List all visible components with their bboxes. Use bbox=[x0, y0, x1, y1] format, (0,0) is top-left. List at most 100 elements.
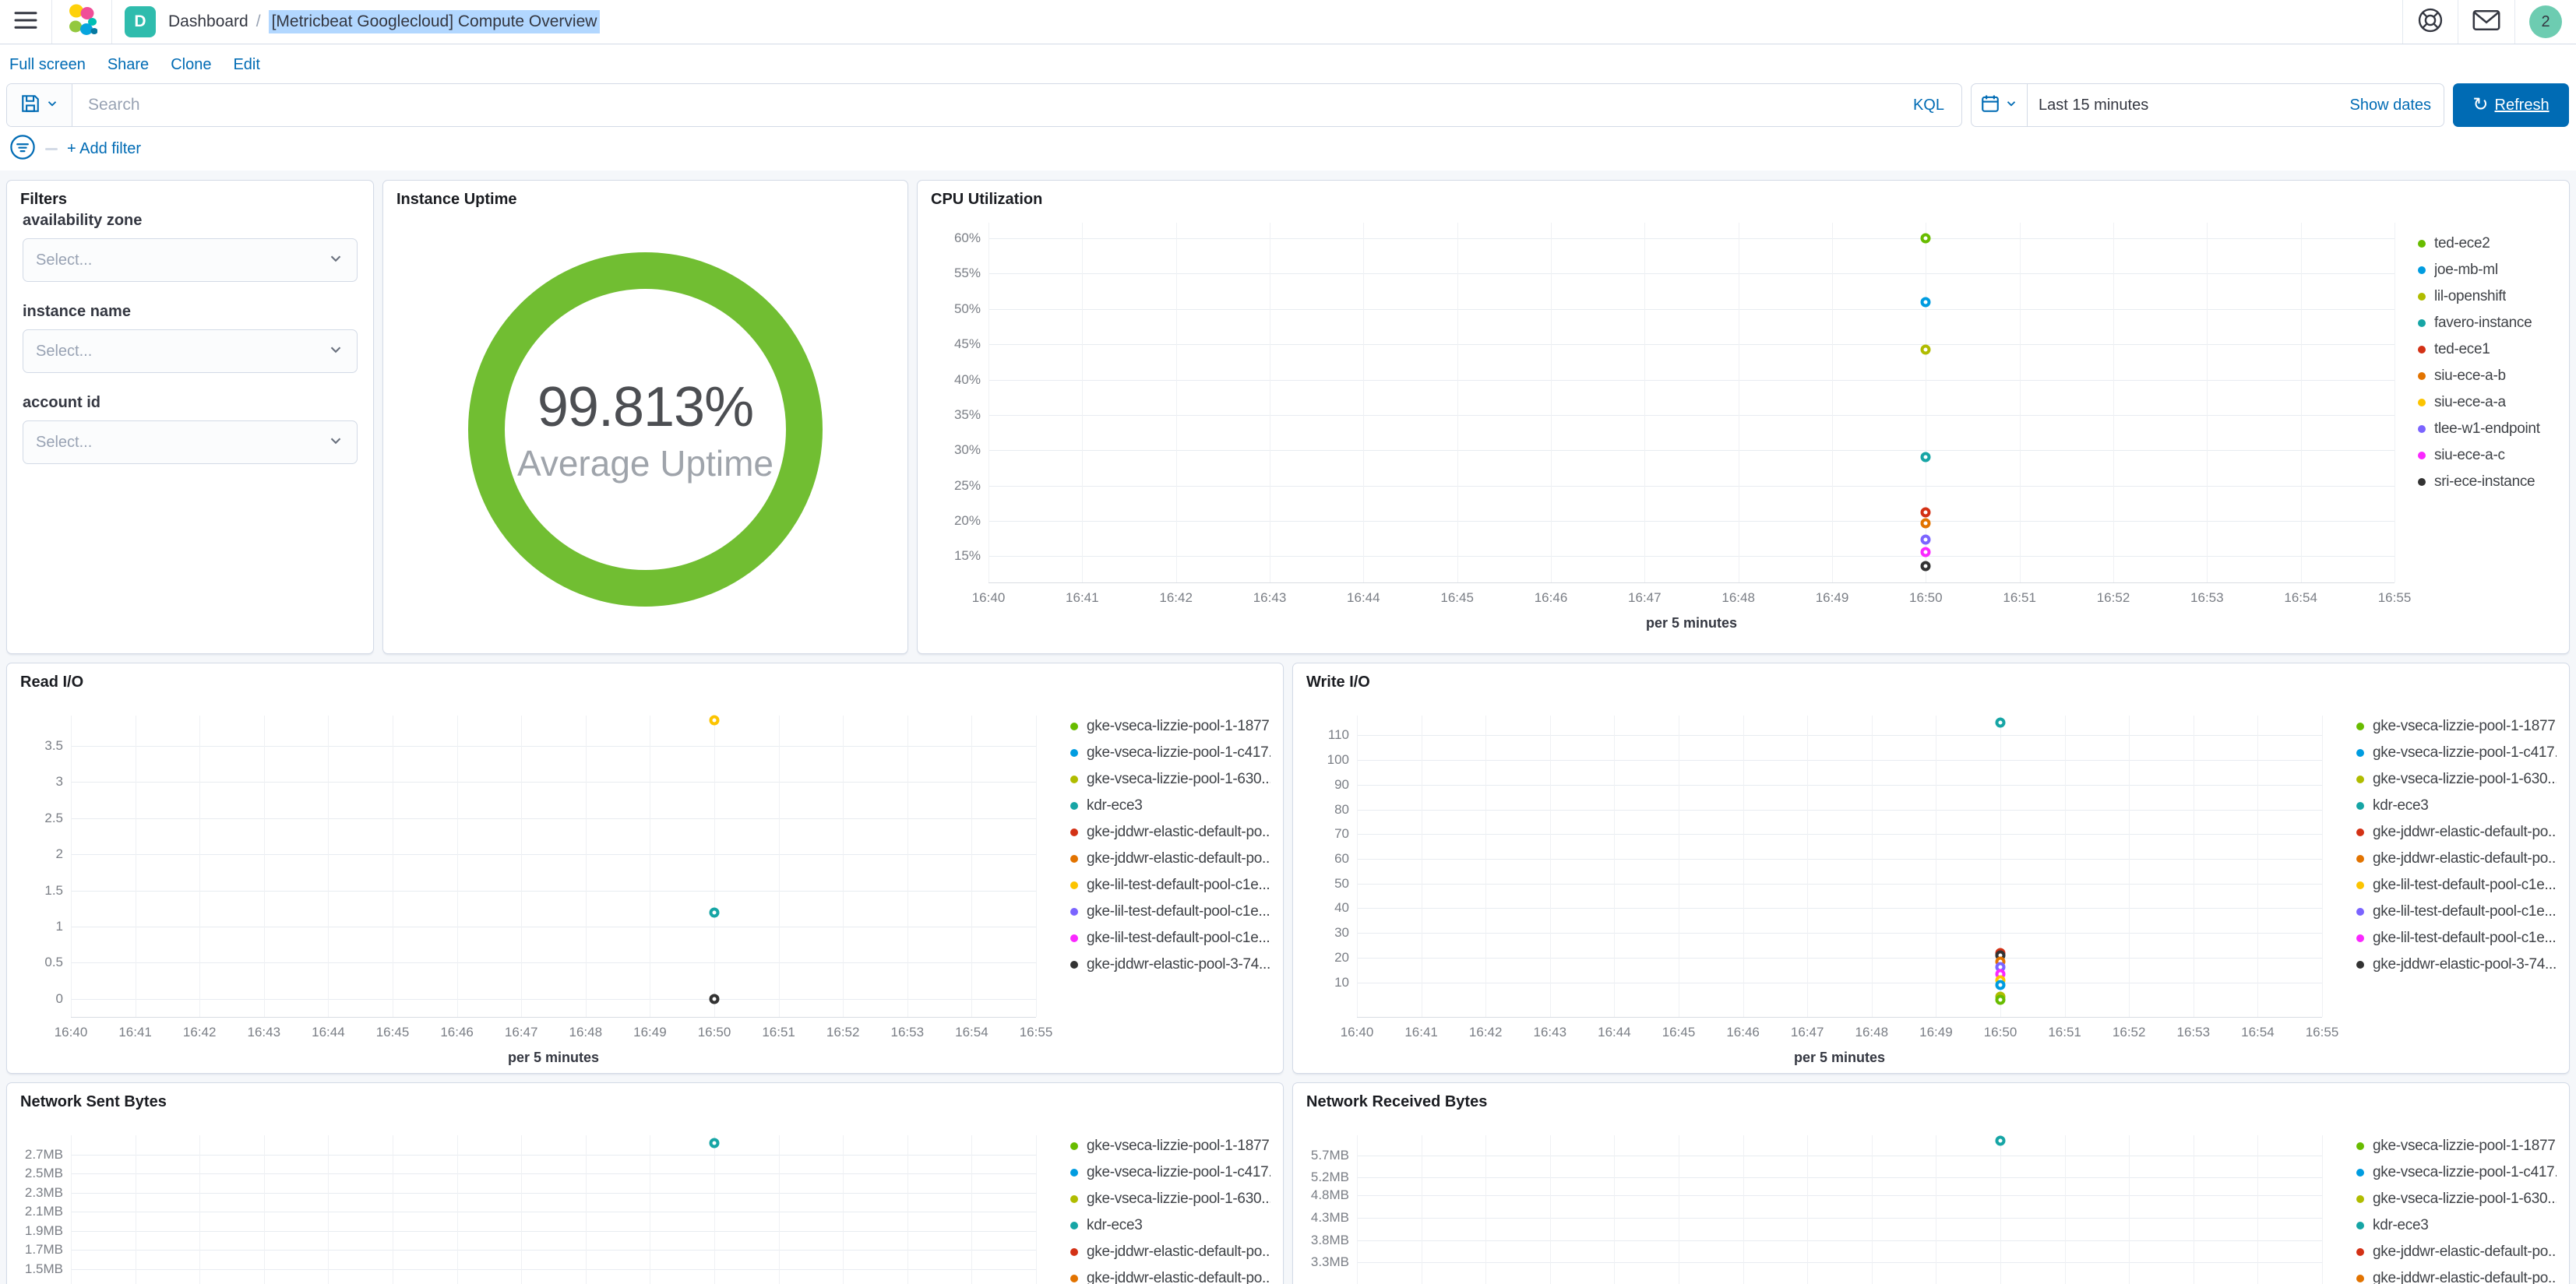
legend-item[interactable]: tlee-w1-endpoint bbox=[2418, 416, 2557, 442]
gridline-horizontal bbox=[988, 344, 2395, 346]
refresh-button[interactable]: ↻ Refresh bbox=[2453, 83, 2569, 127]
x-tick-label: 16:45 bbox=[1662, 1025, 1696, 1040]
legend-label: siu-ece-a-a bbox=[2434, 394, 2506, 410]
kql-language-button[interactable]: KQL bbox=[1912, 96, 1944, 114]
legend-item[interactable]: kdr-ece3 bbox=[2356, 793, 2557, 819]
legend-item[interactable]: kdr-ece3 bbox=[1070, 793, 1270, 819]
gridline-horizontal bbox=[71, 1173, 1036, 1175]
filter-divider bbox=[45, 147, 58, 150]
gridline-vertical bbox=[1485, 1135, 1487, 1284]
legend-label: gke-jddwr-elastic-default-po... bbox=[1087, 1270, 1270, 1284]
gridline-horizontal bbox=[1357, 858, 2322, 860]
legend-item[interactable]: gke-vseca-lizzie-pool-1-630... bbox=[2356, 1186, 2557, 1212]
legend-item[interactable]: gke-jddwr-elastic-default-po... bbox=[2356, 819, 2557, 846]
legend-item[interactable]: kdr-ece3 bbox=[2356, 1212, 2557, 1239]
legend-item[interactable]: joe-mb-ml bbox=[2418, 257, 2557, 283]
gridline-vertical bbox=[199, 716, 201, 1017]
panel-network-received-bytes: Network Received Bytes 5.7MB 5.2MB 4.8MB 4.… bbox=[1292, 1082, 2570, 1284]
legend-label: gke-jddwr-elastic-default-po... bbox=[2373, 850, 2557, 867]
legend-item[interactable]: gke-jddwr-elastic-default-po... bbox=[1070, 846, 1270, 872]
legend-item[interactable]: gke-jddwr-elastic-default-po... bbox=[2356, 1265, 2557, 1284]
full-screen-button[interactable]: Full screen bbox=[9, 56, 86, 73]
gridline-horizontal bbox=[71, 1269, 1036, 1270]
time-range-display[interactable]: Last 15 minutes bbox=[2039, 96, 2149, 114]
help-button[interactable] bbox=[2403, 0, 2458, 44]
panel-title: Instance Uptime bbox=[396, 191, 517, 208]
legend-item[interactable]: gke-vseca-lizzie-pool-1-c417... bbox=[2356, 1159, 2557, 1186]
share-button[interactable]: Share bbox=[107, 56, 150, 73]
legend-item[interactable]: gke-jddwr-elastic-pool-3-74... bbox=[1070, 952, 1270, 978]
y-tick-label: 1 bbox=[55, 918, 63, 934]
filter-options-button[interactable] bbox=[9, 134, 36, 164]
legend-item[interactable]: gke-vseca-lizzie-pool-1-630... bbox=[2356, 766, 2557, 793]
legend-item[interactable]: ted-ece1 bbox=[2418, 336, 2557, 363]
x-tick-label: 16:47 bbox=[1790, 1025, 1824, 1040]
edit-button[interactable]: Edit bbox=[233, 56, 260, 73]
chevron-down-icon bbox=[327, 341, 344, 362]
legend-item[interactable]: gke-jddwr-elastic-pool-3-74... bbox=[2356, 952, 2557, 978]
gridline-vertical bbox=[521, 716, 523, 1017]
legend-item[interactable]: favero-instance bbox=[2418, 310, 2557, 336]
x-tick-label: 16:44 bbox=[1598, 1025, 1631, 1040]
gridline-vertical bbox=[456, 1135, 458, 1284]
gridline-vertical bbox=[2257, 716, 2259, 1017]
legend-item[interactable]: gke-jddwr-elastic-default-po... bbox=[2356, 1239, 2557, 1265]
legend-item[interactable]: gke-vseca-lizzie-pool-1-c417... bbox=[2356, 740, 2557, 766]
legend-item[interactable]: ted-ece2 bbox=[2418, 230, 2557, 257]
user-menu-button[interactable]: 2 bbox=[2515, 0, 2576, 44]
legend-item[interactable]: gke-vseca-lizzie-pool-1-1877... bbox=[1070, 1133, 1270, 1159]
legend-item[interactable]: lil-openshift bbox=[2418, 283, 2557, 310]
legend-item[interactable]: gke-jddwr-elastic-default-po... bbox=[1070, 819, 1270, 846]
legend-item[interactable]: gke-lil-test-default-pool-c1e... bbox=[1070, 872, 1270, 899]
newsfeed-button[interactable] bbox=[2458, 0, 2514, 44]
menu-button[interactable] bbox=[0, 0, 51, 44]
legend-color-dot bbox=[2356, 934, 2364, 942]
legend-item[interactable]: gke-vseca-lizzie-pool-1-630... bbox=[1070, 766, 1270, 793]
space-avatar[interactable]: D bbox=[125, 6, 156, 37]
select-placeholder: Select... bbox=[36, 433, 93, 451]
legend-item[interactable]: kdr-ece3 bbox=[1070, 1212, 1270, 1239]
instance-name-select[interactable]: Select... bbox=[23, 329, 358, 373]
legend-item[interactable]: gke-jddwr-elastic-default-po... bbox=[1070, 1239, 1270, 1265]
legend-item[interactable]: gke-vseca-lizzie-pool-1-c417... bbox=[1070, 740, 1270, 766]
legend-item[interactable]: gke-vseca-lizzie-pool-1-c417... bbox=[1070, 1159, 1270, 1186]
legend-item[interactable]: gke-vseca-lizzie-pool-1-630... bbox=[1070, 1186, 1270, 1212]
y-tick-label: 55% bbox=[953, 266, 981, 281]
y-tick-label: 35% bbox=[953, 406, 981, 422]
y-tick-label: 50% bbox=[953, 301, 981, 316]
clone-button[interactable]: Clone bbox=[171, 56, 212, 73]
gridline-vertical bbox=[328, 716, 329, 1017]
legend-item[interactable]: gke-lil-test-default-pool-c1e... bbox=[2356, 899, 2557, 925]
panel-title: Network Received Bytes bbox=[1306, 1093, 1488, 1110]
add-filter-button[interactable]: + Add filter bbox=[67, 139, 142, 157]
legend-item[interactable]: gke-vseca-lizzie-pool-1-1877... bbox=[2356, 713, 2557, 740]
legend-color-dot bbox=[1070, 934, 1078, 942]
x-tick-label: 16:48 bbox=[1721, 590, 1755, 605]
y-tick-label: 2.7MB bbox=[24, 1146, 63, 1162]
legend-item[interactable]: gke-jddwr-elastic-default-po... bbox=[1070, 1265, 1270, 1284]
legend-item[interactable]: gke-lil-test-default-pool-c1e... bbox=[1070, 899, 1270, 925]
availability-zone-select[interactable]: Select... bbox=[23, 238, 358, 282]
legend-item[interactable]: gke-lil-test-default-pool-c1e... bbox=[1070, 925, 1270, 952]
account-id-select[interactable]: Select... bbox=[23, 420, 358, 464]
date-quick-select-button[interactable] bbox=[1972, 84, 2028, 126]
elastic-home-button[interactable] bbox=[52, 0, 111, 44]
legend-item[interactable]: gke-jddwr-elastic-default-po... bbox=[2356, 846, 2557, 872]
legend-item[interactable]: sri-ece-instance bbox=[2418, 469, 2557, 495]
search-input[interactable] bbox=[72, 96, 1896, 114]
gridline-horizontal bbox=[71, 1154, 1036, 1156]
breadcrumb-dashboard-link[interactable]: Dashboard bbox=[168, 12, 248, 30]
legend-item[interactable]: siu-ece-a-b bbox=[2418, 363, 2557, 389]
show-dates-button[interactable]: Show dates bbox=[2349, 96, 2431, 114]
legend-item[interactable]: gke-vseca-lizzie-pool-1-1877... bbox=[1070, 713, 1270, 740]
saved-query-menu-button[interactable] bbox=[7, 84, 72, 126]
gridline-vertical bbox=[1614, 1135, 1616, 1284]
legend-item[interactable]: siu-ece-a-a bbox=[2418, 389, 2557, 416]
legend-item[interactable]: gke-lil-test-default-pool-c1e... bbox=[2356, 925, 2557, 952]
legend-item[interactable]: siu-ece-a-c bbox=[2418, 442, 2557, 469]
legend-label: favero-instance bbox=[2434, 315, 2532, 331]
legend-item[interactable]: gke-vseca-lizzie-pool-1-1877... bbox=[2356, 1133, 2557, 1159]
legend-label: gke-vseca-lizzie-pool-1-1877... bbox=[2373, 718, 2557, 734]
legend-item[interactable]: gke-lil-test-default-pool-c1e... bbox=[2356, 872, 2557, 899]
data-point-gke-lil-test-default-pool-c1e bbox=[709, 715, 720, 726]
